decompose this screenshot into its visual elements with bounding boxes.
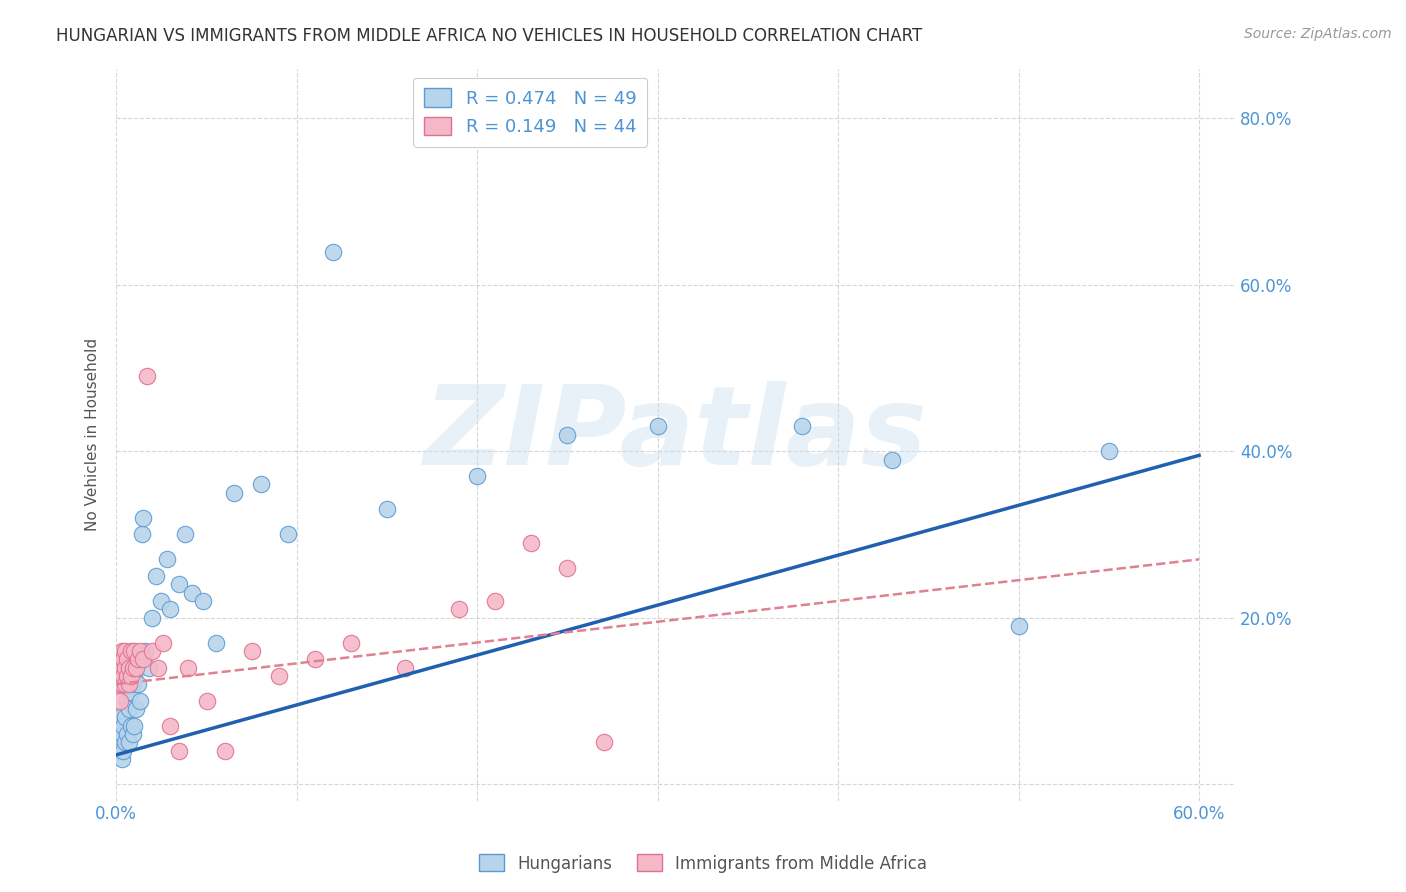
Point bbox=[181, 585, 204, 599]
Point bbox=[125, 660, 148, 674]
Point bbox=[115, 694, 138, 708]
Point bbox=[191, 594, 214, 608]
Point bbox=[131, 527, 153, 541]
Point bbox=[107, 677, 129, 691]
Point bbox=[214, 744, 236, 758]
Point bbox=[114, 735, 136, 749]
Point bbox=[1008, 619, 1031, 633]
Point bbox=[111, 660, 134, 674]
Point bbox=[882, 452, 904, 467]
Point bbox=[112, 744, 135, 758]
Point bbox=[112, 719, 135, 733]
Point bbox=[557, 560, 579, 574]
Point bbox=[449, 602, 471, 616]
Point bbox=[128, 694, 150, 708]
Point bbox=[118, 660, 141, 674]
Point bbox=[107, 735, 129, 749]
Point bbox=[118, 735, 141, 749]
Point bbox=[177, 660, 200, 674]
Point bbox=[375, 502, 398, 516]
Point bbox=[115, 669, 138, 683]
Point bbox=[108, 694, 131, 708]
Legend: R = 0.474   N = 49, R = 0.149   N = 44: R = 0.474 N = 49, R = 0.149 N = 44 bbox=[413, 78, 647, 147]
Point bbox=[169, 577, 191, 591]
Point bbox=[145, 569, 167, 583]
Point bbox=[136, 369, 159, 384]
Point bbox=[111, 727, 134, 741]
Point bbox=[108, 652, 131, 666]
Point bbox=[114, 677, 136, 691]
Point bbox=[118, 702, 141, 716]
Point bbox=[124, 644, 146, 658]
Point bbox=[146, 660, 169, 674]
Point bbox=[127, 677, 149, 691]
Point bbox=[159, 602, 181, 616]
Point bbox=[267, 669, 290, 683]
Point bbox=[322, 244, 344, 259]
Text: Source: ZipAtlas.com: Source: ZipAtlas.com bbox=[1244, 27, 1392, 41]
Point bbox=[121, 727, 143, 741]
Point bbox=[132, 652, 155, 666]
Point bbox=[125, 702, 148, 716]
Point bbox=[124, 719, 146, 733]
Point bbox=[152, 635, 174, 649]
Point bbox=[465, 469, 488, 483]
Point bbox=[125, 660, 148, 674]
Point bbox=[111, 677, 134, 691]
Point bbox=[249, 477, 271, 491]
Point bbox=[120, 644, 142, 658]
Point bbox=[112, 652, 135, 666]
Point bbox=[204, 635, 226, 649]
Point bbox=[108, 669, 131, 683]
Point bbox=[340, 635, 363, 649]
Point bbox=[118, 677, 141, 691]
Point bbox=[790, 419, 813, 434]
Point bbox=[520, 535, 543, 549]
Point bbox=[128, 644, 150, 658]
Point bbox=[1098, 444, 1121, 458]
Point bbox=[134, 644, 156, 658]
Point bbox=[121, 677, 143, 691]
Point bbox=[111, 644, 134, 658]
Point bbox=[150, 594, 173, 608]
Point bbox=[169, 744, 191, 758]
Point bbox=[111, 752, 134, 766]
Point bbox=[484, 594, 506, 608]
Point bbox=[112, 669, 135, 683]
Point bbox=[647, 419, 669, 434]
Point bbox=[108, 710, 131, 724]
Point bbox=[115, 727, 138, 741]
Text: HUNGARIAN VS IMMIGRANTS FROM MIDDLE AFRICA NO VEHICLES IN HOUSEHOLD CORRELATION : HUNGARIAN VS IMMIGRANTS FROM MIDDLE AFRI… bbox=[56, 27, 922, 45]
Y-axis label: No Vehicles in Household: No Vehicles in Household bbox=[86, 338, 100, 531]
Point bbox=[195, 694, 218, 708]
Point bbox=[592, 735, 614, 749]
Point bbox=[304, 652, 326, 666]
Point bbox=[141, 644, 163, 658]
Point bbox=[156, 552, 179, 566]
Point bbox=[127, 652, 149, 666]
Legend: Hungarians, Immigrants from Middle Africa: Hungarians, Immigrants from Middle Afric… bbox=[472, 847, 934, 880]
Point bbox=[108, 744, 131, 758]
Point bbox=[120, 685, 142, 699]
Point bbox=[394, 660, 416, 674]
Text: ZIPatlas: ZIPatlas bbox=[423, 381, 928, 488]
Point bbox=[277, 527, 299, 541]
Point bbox=[114, 660, 136, 674]
Point bbox=[124, 669, 146, 683]
Point bbox=[121, 660, 143, 674]
Point bbox=[159, 719, 181, 733]
Point bbox=[120, 669, 142, 683]
Point bbox=[222, 485, 245, 500]
Point bbox=[114, 710, 136, 724]
Point bbox=[115, 652, 138, 666]
Point bbox=[114, 644, 136, 658]
Point bbox=[240, 644, 263, 658]
Point bbox=[120, 719, 142, 733]
Point bbox=[141, 610, 163, 624]
Point bbox=[132, 510, 155, 524]
Point bbox=[138, 660, 160, 674]
Point bbox=[557, 427, 579, 442]
Point bbox=[107, 660, 129, 674]
Point bbox=[173, 527, 195, 541]
